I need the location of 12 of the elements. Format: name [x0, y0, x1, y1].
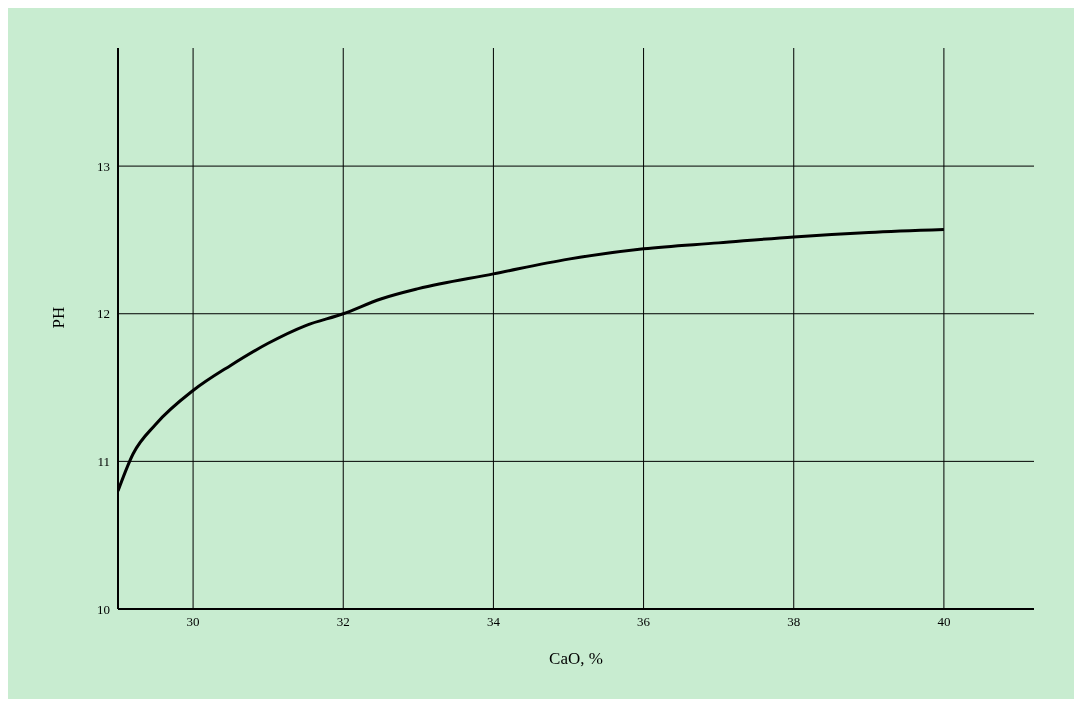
- y-tick-label: 11: [97, 453, 110, 469]
- x-tick-label: 32: [336, 614, 350, 630]
- x-tick-label: 38: [787, 614, 801, 630]
- x-tick-label: 36: [637, 614, 651, 630]
- y-tick-label: 10: [97, 601, 110, 617]
- x-axis-title: CaO, %: [549, 649, 603, 668]
- y-tick-label: 13: [97, 158, 110, 174]
- x-tick-label: 34: [486, 614, 501, 630]
- y-tick-label: 12: [97, 306, 110, 322]
- x-tick-label: 30: [186, 614, 200, 630]
- y-axis-title: PH: [49, 306, 69, 329]
- x-tick-label: 40: [937, 614, 951, 630]
